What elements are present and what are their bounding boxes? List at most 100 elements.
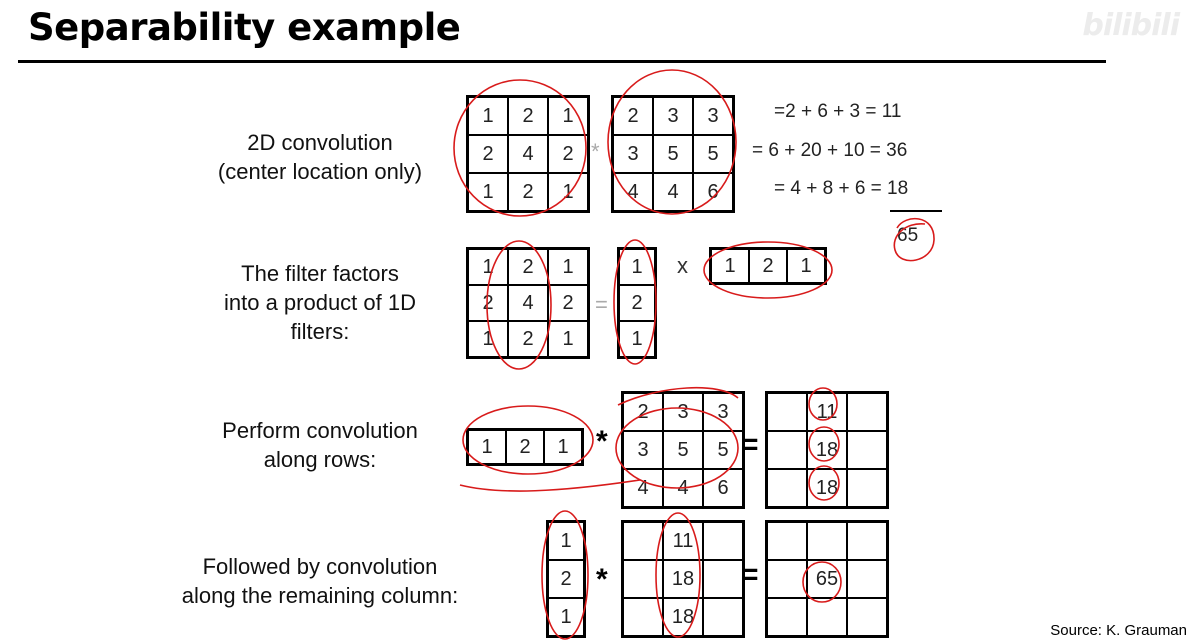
grid-cell: 2 [617, 284, 657, 322]
grid-cell: 2 [505, 428, 545, 466]
grid-cell: 2 [466, 134, 509, 174]
bilibili-watermark: bilibili [1082, 8, 1180, 43]
grid-cell: 1 [547, 95, 590, 136]
grid-cell: 1 [466, 320, 509, 359]
grid-cell: 18 [662, 597, 704, 638]
grid-cell: 1 [547, 247, 590, 286]
grid-cell: 1 [543, 428, 584, 466]
grid-cell: 1 [546, 520, 586, 561]
times-operator: x [677, 253, 688, 278]
grid-row: 11 [621, 520, 745, 561]
equals-sign: = [741, 428, 759, 461]
grid-row: 11 [765, 391, 889, 432]
grid-cell: 3 [662, 391, 704, 432]
grid-cell: 3 [702, 391, 745, 432]
grid-cell [765, 520, 808, 561]
convolution-operator: * [596, 563, 608, 596]
label-line: (center location only) [217, 159, 423, 184]
grid-cell [765, 597, 808, 638]
grid-cell: 11 [662, 520, 704, 561]
grid-cell: 2 [748, 247, 788, 285]
label-line: The filter factors [241, 261, 399, 286]
grid-cell: 5 [692, 134, 735, 174]
grid-row: 65 [765, 559, 889, 599]
grid-cell: 6 [692, 172, 735, 213]
grid-row: 18 [621, 597, 745, 638]
equals-sign: = [741, 558, 759, 591]
grid-cell: 2 [611, 95, 654, 136]
grid-cell [846, 520, 889, 561]
equation-line: = 6 + 20 + 10 = 36 [752, 140, 908, 161]
grid-cell: 1 [466, 428, 507, 466]
grid-row [765, 520, 889, 561]
grid-cell [702, 597, 745, 638]
source-credit: Source: K. Grauman [1050, 622, 1187, 639]
grid-cell: 1 [617, 320, 657, 359]
grid-cell: 1 [466, 95, 509, 136]
grid-cell [765, 391, 808, 432]
label-line: 2D convolution [247, 130, 393, 155]
grid-cell: 11 [806, 391, 848, 432]
grid-cell: 4 [507, 284, 549, 322]
label-line: filters: [290, 319, 350, 344]
grid-cell: 1 [546, 597, 586, 638]
grid-row: 2 [617, 284, 657, 322]
row4-result-grid: 65 [765, 520, 889, 638]
grid-cell [765, 468, 808, 509]
row2-label: The filter factors into a product of 1D … [200, 259, 440, 346]
grid-cell: 1 [786, 247, 827, 285]
row3-result-grid: 11 18 18 [765, 391, 889, 509]
grid-cell [702, 520, 745, 561]
grid-cell: 1 [547, 320, 590, 359]
label-line: along rows: [263, 447, 377, 472]
row4-label: Followed by convolution along the remain… [160, 552, 480, 610]
equation-line: = 4 + 8 + 6 = 18 [774, 178, 909, 199]
ink-stroke [459, 479, 641, 492]
sum-rule [890, 210, 942, 212]
grid-cell: 2 [466, 284, 509, 322]
grid-cell: 2 [547, 134, 590, 174]
row3-label: Perform convolution along rows: [200, 416, 440, 474]
grid-row: 1 [546, 520, 586, 561]
grid-cell: 1 [547, 172, 590, 213]
grid-cell: 65 [806, 559, 848, 599]
grid-row: 18 [621, 559, 745, 599]
grid-cell: 3 [611, 134, 654, 174]
grid-cell: 18 [806, 468, 848, 509]
grid-row: 1 [546, 597, 586, 638]
sum-value: 65 [897, 225, 919, 246]
label-line: Followed by convolution [202, 554, 438, 579]
label-line: along the remaining column: [181, 583, 459, 608]
grid-cell: 18 [662, 559, 704, 599]
title-rule [18, 60, 1106, 63]
grid-cell [846, 597, 889, 638]
grid-cell [846, 430, 889, 470]
grid-cell: 2 [546, 559, 586, 599]
row4-intermediate-grid: 11 18 18 [621, 520, 745, 638]
grid-row: 2 [546, 559, 586, 599]
grid-row: 1 [617, 320, 657, 359]
grid-cell: 2 [507, 247, 549, 286]
grid-row: 18 [765, 468, 889, 509]
grid-cell [621, 559, 664, 599]
grid-cell: 1 [466, 172, 509, 213]
grid-cell [621, 520, 664, 561]
equation-line: =2 + 6 + 3 = 11 [774, 101, 902, 122]
grid-cell: 5 [702, 430, 745, 470]
convolution-operator: * [596, 425, 608, 458]
grid-cell: 4 [611, 172, 654, 213]
grid-cell: 4 [507, 134, 549, 174]
grid-cell [806, 520, 848, 561]
